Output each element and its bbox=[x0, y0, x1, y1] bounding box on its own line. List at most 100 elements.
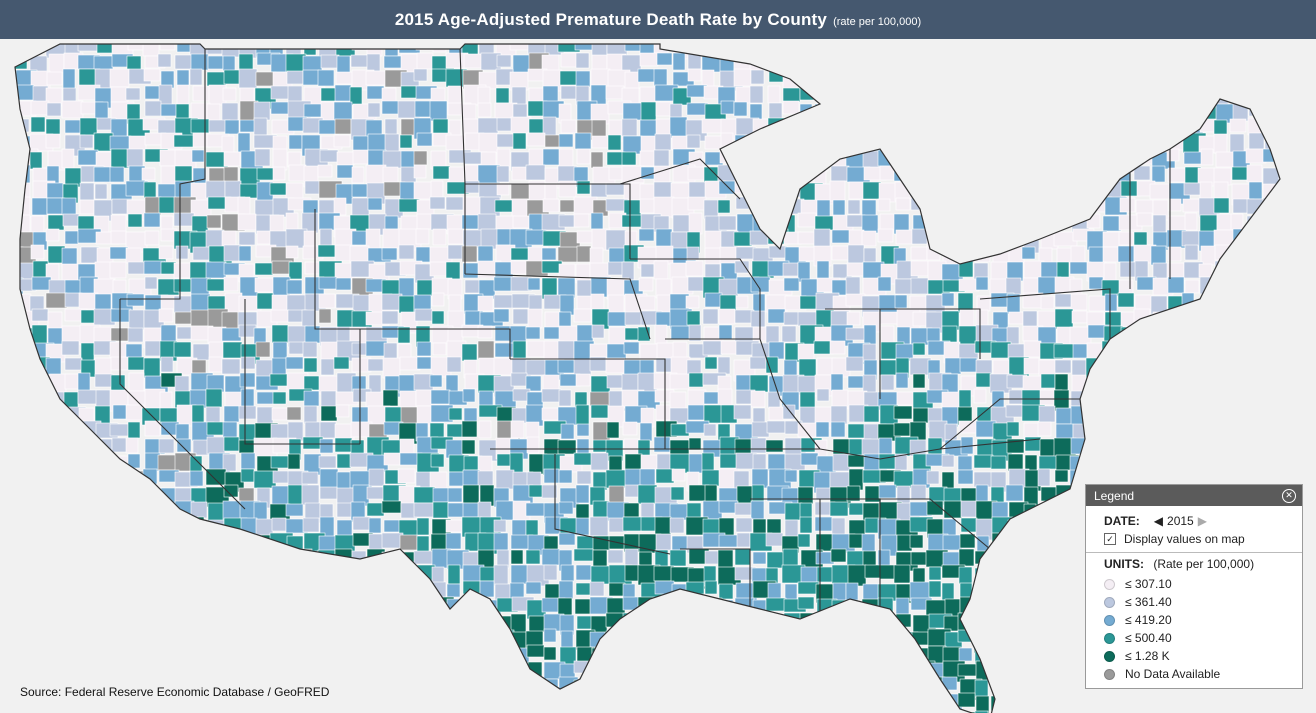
county[interactable] bbox=[734, 548, 751, 566]
county[interactable] bbox=[816, 692, 830, 706]
county[interactable] bbox=[1008, 662, 1023, 682]
county[interactable] bbox=[893, 422, 911, 437]
county[interactable] bbox=[447, 629, 472, 645]
county[interactable] bbox=[478, 357, 496, 376]
county[interactable] bbox=[303, 405, 318, 425]
county[interactable] bbox=[575, 695, 590, 713]
county[interactable] bbox=[830, 660, 845, 676]
county[interactable] bbox=[575, 52, 590, 69]
county[interactable] bbox=[352, 516, 372, 531]
county[interactable] bbox=[15, 580, 32, 595]
county[interactable] bbox=[320, 87, 337, 102]
county[interactable] bbox=[1085, 54, 1108, 75]
county[interactable] bbox=[0, 325, 17, 340]
county[interactable] bbox=[1200, 708, 1219, 713]
county[interactable] bbox=[1310, 358, 1316, 377]
county[interactable] bbox=[336, 151, 355, 166]
county[interactable] bbox=[1101, 391, 1120, 405]
county[interactable] bbox=[511, 86, 527, 106]
county[interactable] bbox=[989, 164, 1012, 180]
county[interactable] bbox=[671, 135, 688, 151]
county[interactable] bbox=[1264, 358, 1288, 380]
county[interactable] bbox=[1, 390, 14, 409]
county[interactable] bbox=[879, 53, 901, 69]
county[interactable] bbox=[1231, 69, 1251, 87]
county[interactable] bbox=[911, 228, 935, 245]
county[interactable] bbox=[45, 615, 65, 635]
county[interactable] bbox=[1279, 340, 1294, 355]
county[interactable] bbox=[493, 519, 507, 533]
county[interactable] bbox=[846, 485, 861, 502]
county[interactable] bbox=[991, 150, 1009, 172]
county[interactable] bbox=[605, 357, 626, 374]
county[interactable] bbox=[1277, 277, 1291, 297]
county[interactable] bbox=[896, 39, 911, 52]
county[interactable] bbox=[1005, 39, 1019, 53]
county[interactable] bbox=[125, 533, 142, 553]
county[interactable] bbox=[558, 389, 572, 407]
county[interactable] bbox=[959, 212, 980, 231]
county[interactable] bbox=[656, 695, 677, 713]
county[interactable] bbox=[1231, 166, 1248, 181]
county[interactable] bbox=[718, 679, 739, 702]
county[interactable] bbox=[799, 103, 813, 123]
county[interactable] bbox=[431, 310, 445, 325]
county[interactable] bbox=[144, 340, 162, 357]
county[interactable] bbox=[0, 310, 14, 331]
county[interactable] bbox=[173, 134, 197, 148]
county[interactable] bbox=[893, 661, 909, 679]
county[interactable] bbox=[1167, 276, 1185, 294]
county[interactable] bbox=[704, 580, 718, 595]
county[interactable] bbox=[784, 117, 799, 139]
county[interactable] bbox=[1085, 420, 1105, 443]
county[interactable] bbox=[301, 471, 319, 485]
county[interactable] bbox=[734, 260, 750, 274]
county[interactable] bbox=[317, 567, 340, 590]
county[interactable] bbox=[400, 677, 418, 691]
county[interactable] bbox=[190, 628, 211, 646]
county[interactable] bbox=[1054, 308, 1074, 330]
county[interactable] bbox=[928, 69, 950, 87]
county[interactable] bbox=[205, 468, 227, 486]
county[interactable] bbox=[381, 247, 398, 261]
county[interactable] bbox=[333, 598, 356, 620]
county[interactable] bbox=[1248, 132, 1265, 150]
county[interactable] bbox=[928, 693, 949, 712]
county[interactable] bbox=[1149, 69, 1168, 85]
county[interactable] bbox=[447, 85, 462, 105]
county[interactable] bbox=[1229, 407, 1248, 425]
county[interactable] bbox=[16, 454, 39, 468]
county[interactable] bbox=[686, 502, 702, 519]
county[interactable] bbox=[16, 182, 31, 199]
county[interactable] bbox=[702, 39, 718, 54]
county[interactable] bbox=[63, 470, 85, 485]
county[interactable] bbox=[495, 469, 515, 490]
county[interactable] bbox=[1102, 55, 1116, 74]
county[interactable] bbox=[141, 631, 157, 654]
county[interactable] bbox=[397, 692, 416, 706]
county[interactable] bbox=[366, 85, 385, 100]
county[interactable] bbox=[912, 342, 926, 356]
county[interactable] bbox=[525, 581, 542, 595]
county[interactable] bbox=[685, 694, 704, 712]
county[interactable] bbox=[1281, 54, 1299, 75]
county[interactable] bbox=[413, 645, 428, 666]
county[interactable] bbox=[653, 613, 670, 636]
county[interactable] bbox=[432, 39, 447, 53]
county[interactable] bbox=[621, 214, 644, 228]
county[interactable] bbox=[15, 40, 31, 61]
county[interactable] bbox=[831, 599, 853, 622]
county[interactable] bbox=[302, 581, 322, 598]
county[interactable] bbox=[830, 548, 847, 563]
county[interactable] bbox=[1039, 117, 1063, 131]
county[interactable] bbox=[1197, 39, 1212, 58]
county[interactable] bbox=[414, 677, 430, 694]
county[interactable] bbox=[301, 647, 320, 669]
county[interactable] bbox=[445, 261, 461, 280]
county[interactable] bbox=[800, 660, 814, 678]
county[interactable] bbox=[781, 52, 800, 72]
county[interactable] bbox=[958, 548, 975, 567]
county[interactable] bbox=[861, 230, 877, 247]
county[interactable] bbox=[303, 390, 320, 407]
county[interactable] bbox=[1024, 167, 1049, 183]
